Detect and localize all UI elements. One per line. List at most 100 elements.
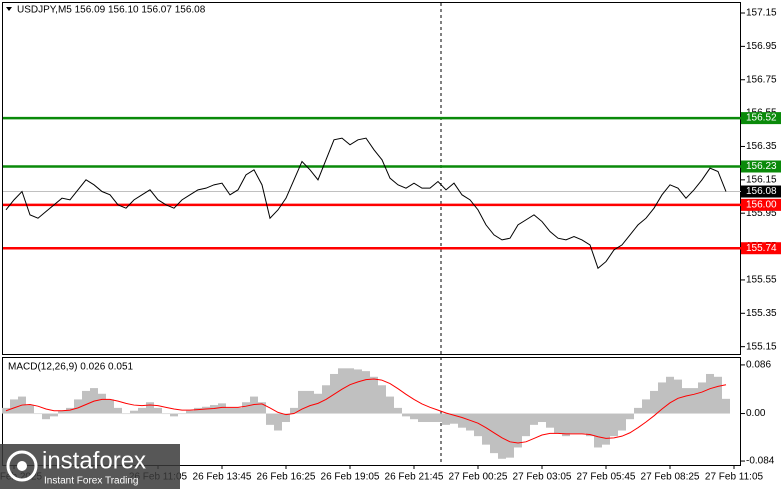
level-box bbox=[741, 160, 781, 173]
level-label: 156.23 bbox=[746, 161, 777, 172]
level-label: 156.00 bbox=[746, 199, 777, 210]
price-line bbox=[5, 137, 727, 270]
macd-bar bbox=[98, 393, 106, 414]
menu-arrow bbox=[6, 7, 12, 11]
macd-bar bbox=[274, 413, 282, 431]
macd-bar bbox=[290, 407, 298, 414]
macd-bar bbox=[658, 382, 666, 414]
macd-bar bbox=[554, 413, 562, 434]
macd-bar bbox=[50, 413, 58, 417]
macd-bar bbox=[714, 376, 722, 414]
watermark: instaforex Instant Forex Trading bbox=[0, 444, 180, 489]
level-label: 156.52 bbox=[746, 113, 777, 124]
macd-bar bbox=[234, 407, 242, 414]
plot: 157.15156.95156.75156.55156.35156.15155.… bbox=[0, 8, 781, 483]
macd-title: MACD(12,26,9) 0.026 0.051 bbox=[8, 362, 134, 373]
y-tick-label: 0.086 bbox=[746, 360, 771, 371]
level-label: 155.74 bbox=[746, 243, 777, 254]
y-tick-label: 156.35 bbox=[746, 141, 777, 152]
macd-bar bbox=[578, 413, 586, 434]
level-box bbox=[741, 242, 781, 255]
macd-bar bbox=[682, 388, 690, 414]
macd-bar bbox=[226, 407, 234, 414]
macd-bar bbox=[170, 413, 178, 417]
macd-bar bbox=[586, 413, 594, 437]
watermark-bg bbox=[0, 444, 180, 489]
x-tick-label: 26 Feb 21:45 bbox=[385, 472, 444, 483]
x-tick-label: 27 Feb 00:25 bbox=[449, 472, 508, 483]
x-tick-label: 27 Feb 05:45 bbox=[577, 472, 636, 483]
macd-bar bbox=[426, 413, 434, 423]
x-tick-label: 27 Feb 03:05 bbox=[513, 472, 572, 483]
macd-bar bbox=[562, 413, 570, 437]
price-title: USDJPY,M5 156.09 156.10 156.07 156.08 bbox=[17, 5, 206, 16]
macd-bar bbox=[506, 413, 514, 458]
watermark-icon bbox=[6, 450, 38, 482]
macd-bar bbox=[706, 373, 714, 414]
x-tick-label: 27 Feb 08:25 bbox=[641, 472, 700, 483]
macd-bar bbox=[266, 413, 274, 425]
macd-bar bbox=[650, 390, 658, 414]
macd-bar bbox=[690, 388, 698, 414]
macd-bar bbox=[194, 407, 202, 414]
macd-bar bbox=[242, 402, 250, 414]
macd-bar bbox=[34, 413, 42, 415]
macd-bar bbox=[530, 413, 538, 425]
level-box bbox=[741, 198, 781, 211]
x-tick-label: 26 Feb 13:45 bbox=[193, 472, 252, 483]
macd-bar bbox=[402, 413, 410, 417]
macd-bar bbox=[634, 407, 642, 414]
y-tick-label: 155.55 bbox=[746, 275, 777, 286]
macd-bar bbox=[298, 390, 306, 414]
macd-bar bbox=[474, 413, 482, 437]
macd-bar bbox=[418, 413, 426, 423]
macd-bar bbox=[26, 405, 34, 414]
macd-bar bbox=[498, 413, 506, 459]
macd-bar bbox=[610, 413, 618, 437]
macd-bar bbox=[514, 413, 522, 448]
macd-bar bbox=[394, 407, 402, 414]
macd-bar bbox=[410, 413, 418, 420]
macd-bar bbox=[10, 399, 18, 414]
signal-line bbox=[5, 378, 727, 444]
macd-bar bbox=[250, 396, 258, 414]
macd-bar bbox=[202, 406, 210, 414]
macd-bar bbox=[210, 405, 218, 414]
macd-bar bbox=[674, 379, 682, 414]
macd-bar bbox=[122, 413, 130, 415]
macd-bar bbox=[114, 407, 122, 414]
macd-bar bbox=[442, 413, 450, 425]
macd-bar bbox=[602, 413, 610, 445]
macd-bar bbox=[306, 390, 314, 414]
level-box bbox=[741, 112, 781, 125]
last-price-box bbox=[741, 185, 781, 198]
y-tick-label: 156.15 bbox=[746, 174, 777, 185]
macd-bar bbox=[258, 402, 266, 414]
macd-bar bbox=[66, 407, 74, 414]
macd-bar bbox=[186, 410, 194, 414]
watermark-icon-dot bbox=[17, 461, 27, 471]
y-tick-label: 155.15 bbox=[746, 341, 777, 352]
macd-bar bbox=[698, 382, 706, 414]
macd-bar bbox=[362, 371, 370, 414]
last-price-label: 156.08 bbox=[746, 186, 777, 197]
y-tick-label: -0.084 bbox=[746, 456, 775, 467]
macd-bar bbox=[346, 368, 354, 414]
macd-bar bbox=[666, 376, 674, 414]
macd-bar bbox=[178, 413, 186, 415]
macd-bar bbox=[138, 407, 146, 414]
watermark-tagline: Instant Forex Trading bbox=[44, 476, 139, 487]
macd-bar bbox=[74, 399, 82, 414]
macd-bar bbox=[58, 410, 66, 414]
macd-bar bbox=[154, 407, 162, 414]
macd-bar bbox=[626, 413, 634, 420]
macd-bar bbox=[218, 403, 226, 414]
y-tick-label: 155.35 bbox=[746, 308, 777, 319]
macd-bar bbox=[42, 413, 50, 420]
macd-bar bbox=[522, 413, 530, 437]
macd-bar bbox=[106, 399, 114, 414]
macd-bar bbox=[130, 410, 138, 414]
macd-bar bbox=[450, 413, 458, 424]
y-tick-label: 155.95 bbox=[746, 208, 777, 219]
